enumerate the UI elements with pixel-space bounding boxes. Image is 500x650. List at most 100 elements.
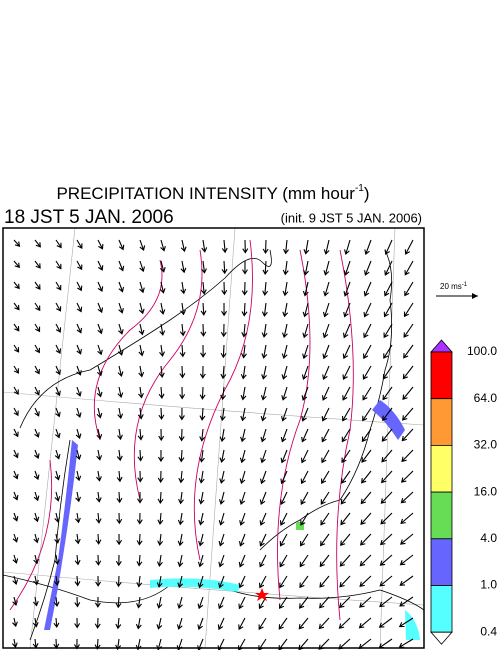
wind-arrow [12,533,19,543]
wind-arrow [96,449,103,461]
wind-arrow [383,344,393,359]
wind-arrow [260,470,267,485]
wind-arrow [238,554,246,568]
wind-arrow [238,575,246,589]
wind-arrow [319,575,330,588]
wind-arrow [159,260,166,273]
wind-arrow [198,512,205,526]
wind-arrow [137,428,144,441]
longitude-line [204,227,236,649]
wind-arrow [178,470,185,484]
wind-arrow [138,323,145,336]
wind-arrow [75,512,81,524]
precip-area [372,400,405,440]
wind-arrow [198,449,205,463]
wind-arrow [221,302,228,317]
wind-arrow [76,260,83,271]
wind-arrow [138,386,144,399]
wind-arrow [11,638,18,649]
wind-arrow [34,344,41,354]
wind-arrow [158,428,165,442]
wind-arrow [300,470,309,485]
wind-arrow [402,407,414,421]
wind-arrow [240,428,246,443]
wind-arrow [135,617,142,630]
scale-arrowhead [472,293,478,299]
contour [9,459,53,611]
colorbar-segment [430,538,453,586]
colorbar-label: 64.0 [474,391,498,405]
wind-arrow [320,533,330,547]
wind-arrow [136,512,143,525]
wind-arrow [301,407,309,422]
wind-arrow [199,365,206,379]
wind-arrow [282,323,288,339]
wind-arrow [364,260,372,276]
wind-arrow [97,302,104,314]
wind-arrow [341,470,351,484]
wind-arrow [299,554,309,568]
wind-arrow [339,575,351,588]
wind-arrow [404,239,414,255]
wind-arrow [201,260,207,274]
wind-arrow [260,449,267,464]
wind-arrow [156,596,163,609]
title-exponent: -1 [355,183,364,194]
contour [277,249,311,601]
wind-arrow [217,596,225,610]
wind-arrow [342,407,351,422]
wind-arrow [383,302,393,318]
wind-arrow [34,449,40,460]
wind-arrow [363,302,372,318]
wind-arrow [362,407,372,422]
wind-arrow [259,512,267,526]
wind-arrow [76,302,83,313]
wind-arrow [54,491,61,502]
wind-arrow [241,344,247,359]
wind-arrow [380,512,393,525]
wind-arrow [218,533,225,547]
colorbar-label: 100.0 [467,344,497,358]
wind-arrow [33,575,39,586]
wind-arrow [96,386,103,398]
wind-arrow [177,533,184,547]
wind-arrow [321,428,330,443]
wind-arrow [258,575,267,589]
wind-arrow [55,323,62,333]
wind-arrow [156,554,163,567]
wind-arrow [259,533,267,547]
wind-arrow [200,323,207,337]
colorbar-label: 0.4 [480,624,497,638]
wind-arrow [360,512,372,525]
wind-arrow [220,365,227,380]
wind-arrow [33,512,40,523]
wind-arrow [360,491,372,505]
wind-arrow [362,365,372,380]
wind-arrow [34,260,41,269]
wind-arrow [339,554,351,567]
wind-arrow [258,617,267,630]
contour [193,239,253,561]
wind-arrow [13,323,20,332]
colorbar-over [430,339,453,353]
wind-arrow [139,260,145,273]
wind-arrow [157,512,164,526]
wind-arrow [96,470,102,482]
wind-arrow [400,470,414,483]
wind-arrow [302,323,309,339]
wind-arrow [384,260,393,276]
wind-arrow [200,302,207,316]
wind-arrow [76,281,83,292]
title-text: PRECIPITATION INTENSITY (mm hour [56,184,355,203]
wind-arrow [259,491,267,506]
scale-label: 20 ms-1 [440,282,468,292]
wind-arrow [402,386,414,401]
map-frame [2,227,425,650]
wind-arrow [322,302,330,318]
wind-arrow [381,449,393,463]
wind-arrow [322,344,330,360]
wind-arrow [239,449,246,464]
wind-arrow [137,449,144,462]
precip-area [405,610,420,640]
wind-arrow [281,386,288,401]
